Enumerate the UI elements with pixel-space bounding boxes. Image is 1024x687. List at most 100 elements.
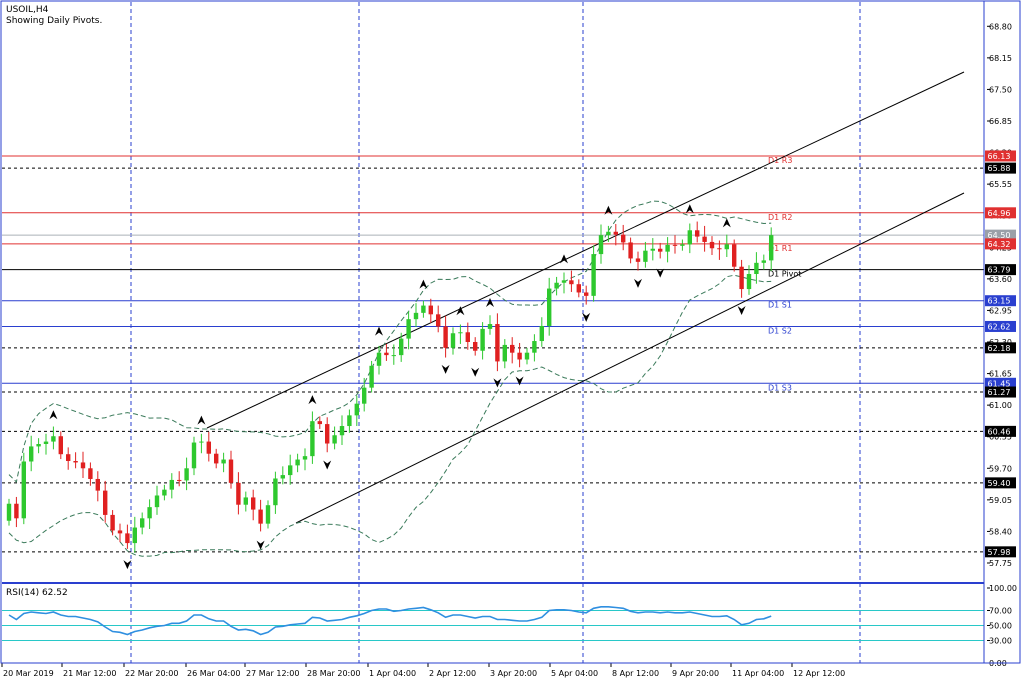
candle-body — [406, 319, 411, 339]
candle — [221, 452, 226, 473]
candle — [251, 489, 256, 521]
candle-body — [650, 248, 655, 251]
candle — [680, 239, 685, 251]
candle — [228, 450, 234, 489]
candle — [295, 453, 300, 473]
price-tick-label: 68.80 — [989, 22, 1012, 31]
fractal-up-marker — [308, 395, 317, 405]
price-badge-text: 62.62 — [988, 322, 1011, 331]
candle-body — [613, 231, 618, 235]
candle — [621, 224, 626, 251]
candle-body — [51, 436, 56, 442]
candle-body — [769, 235, 774, 261]
fractal-up-marker — [486, 298, 494, 308]
candle — [347, 409, 352, 433]
candle — [598, 224, 604, 264]
candle-body — [495, 324, 500, 362]
candle-body — [739, 266, 744, 290]
candle-body — [228, 459, 234, 483]
candle — [206, 431, 211, 462]
chart-symbol: USOIL,H4 — [6, 5, 49, 15]
candle — [391, 344, 396, 365]
candle-body — [236, 482, 241, 505]
candle-body — [695, 230, 700, 237]
fractal-up-marker — [375, 326, 383, 336]
channel-upper-line — [206, 71, 965, 429]
candle-body — [339, 426, 345, 436]
candle-body — [347, 415, 352, 427]
time-tick-label: 26 Mar 04:00 — [187, 669, 240, 678]
price-badge: 64.50 — [985, 229, 1016, 241]
candle-body — [465, 332, 470, 342]
time-tick-label: 12 Apr 12:00 — [793, 669, 845, 678]
price-tick-label: 60.35 — [989, 433, 1012, 442]
candle — [480, 322, 485, 360]
candle-body — [539, 325, 544, 342]
candle-body — [302, 456, 308, 460]
candle — [739, 259, 744, 298]
price-tick-label: 61.00 — [989, 401, 1012, 410]
candle — [243, 491, 248, 512]
time-tick-label: 9 Apr 20:00 — [672, 669, 719, 678]
price-badge-box — [985, 425, 1016, 437]
price-badge-box — [985, 342, 1016, 354]
fractal-markers — [49, 204, 746, 570]
candle — [384, 343, 389, 361]
candle-body — [66, 454, 71, 461]
price-badge-box — [985, 264, 1016, 276]
fractal-up-marker — [560, 254, 568, 264]
candle-body — [547, 288, 552, 326]
candle-body — [125, 533, 130, 544]
candle — [495, 313, 500, 372]
candle — [214, 448, 219, 469]
chart-subtitle: Showing Daily Pivots. — [6, 16, 102, 26]
candle-body — [524, 352, 530, 360]
candle — [606, 225, 611, 242]
pivot-label: D1 R3 — [768, 156, 792, 165]
candle — [628, 237, 633, 264]
pivot-label: D1 S3 — [768, 383, 792, 392]
candle-body — [569, 280, 574, 285]
candle — [236, 472, 241, 515]
candle — [58, 431, 63, 460]
candle-body — [376, 352, 382, 366]
bollinger-bands — [8, 200, 772, 557]
price-badge-box — [985, 150, 1016, 162]
fractal-up-marker — [197, 415, 206, 425]
candle-body — [687, 230, 692, 245]
candle — [702, 225, 707, 252]
time-tick-label: 3 Apr 20:00 — [490, 669, 537, 678]
price-badge-box — [985, 386, 1016, 398]
candle-body — [140, 518, 145, 528]
candle — [658, 242, 663, 259]
candle-body — [576, 284, 581, 293]
candle-body — [95, 478, 100, 491]
price-badge: 62.18 — [985, 342, 1016, 354]
candle — [746, 265, 752, 295]
price-tick-label: 67.50 — [989, 85, 1012, 94]
candle-body — [103, 490, 108, 515]
candle-body — [214, 453, 219, 464]
candle-body — [43, 441, 49, 444]
candle-body — [6, 503, 12, 521]
candle — [265, 500, 271, 529]
candle — [584, 285, 589, 305]
price-badge-text: 59.40 — [988, 479, 1011, 488]
candle — [376, 345, 382, 375]
candle-body — [73, 461, 78, 463]
price-badge-box — [985, 295, 1016, 307]
candle — [95, 471, 100, 502]
candle-body — [754, 262, 759, 274]
candle — [532, 334, 537, 362]
candle-body — [606, 231, 611, 236]
candle — [761, 254, 766, 270]
time-tick-label: 27 Mar 12:00 — [246, 669, 299, 678]
time-axis: 20 Mar 2019 21 Mar 12:00 22 Mar 20:00 26 Ma… — [1, 663, 845, 678]
time-tick-label: 1 Apr 04:00 — [369, 669, 416, 678]
candle-body — [80, 462, 86, 469]
candle-body — [436, 314, 441, 327]
candle-body — [14, 503, 19, 519]
candle — [147, 499, 152, 529]
candle — [14, 496, 19, 528]
